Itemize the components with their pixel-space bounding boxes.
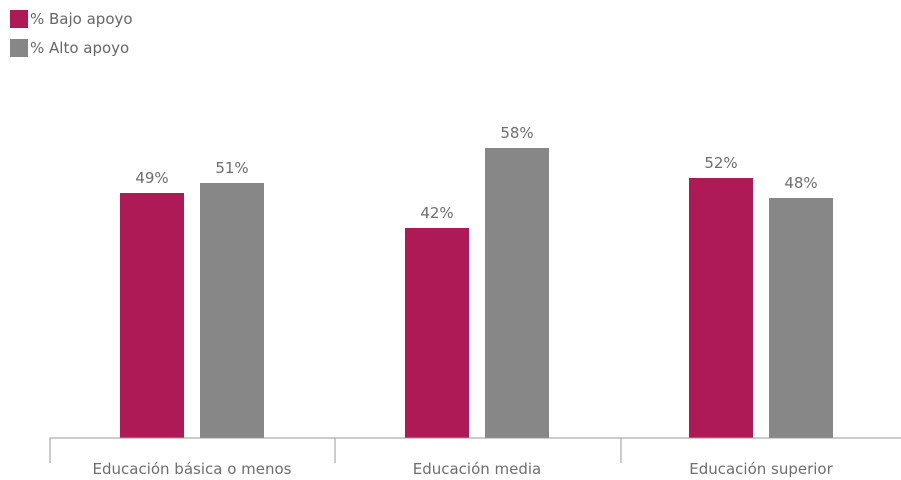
legend-swatch-alto-apoyo xyxy=(10,39,28,57)
category-label-1: Educación básica o menos xyxy=(93,460,292,478)
value-label-alto-apoyo-3: 48% xyxy=(784,174,817,192)
category-label-3: Educación superior xyxy=(689,460,833,478)
x-axis xyxy=(49,437,901,463)
legend-label-alto-apoyo: % Alto apoyo xyxy=(30,39,130,57)
bar-bajo-apoyo-2 xyxy=(405,228,469,438)
bar-bajo-apoyo-3 xyxy=(689,178,753,438)
legend-item-bajo-apoyo: % Bajo apoyo xyxy=(10,10,133,28)
bar-alto-apoyo-1 xyxy=(200,183,264,438)
category-label-2: Educación media xyxy=(413,460,542,478)
bar-alto-apoyo-2 xyxy=(485,148,549,438)
bar-alto-apoyo-3 xyxy=(769,198,833,438)
legend-label-bajo-apoyo: % Bajo apoyo xyxy=(30,10,133,28)
legend-swatch-bajo-apoyo xyxy=(10,10,28,28)
value-label-alto-apoyo-1: 51% xyxy=(215,159,248,177)
chart-legend: % Bajo apoyo % Alto apoyo xyxy=(10,10,133,68)
bars-group xyxy=(120,148,833,438)
category-labels-group: Educación básica o menos Educación media E… xyxy=(93,460,834,478)
legend-item-alto-apoyo: % Alto apoyo xyxy=(10,39,133,57)
bar-bajo-apoyo-1 xyxy=(120,193,184,438)
value-label-bajo-apoyo-2: 42% xyxy=(420,204,453,222)
value-labels-group: 49% 51% 42% 58% 52% 48% xyxy=(135,124,817,222)
value-label-bajo-apoyo-1: 49% xyxy=(135,169,168,187)
value-label-bajo-apoyo-3: 52% xyxy=(704,154,737,172)
value-label-alto-apoyo-2: 58% xyxy=(500,124,533,142)
